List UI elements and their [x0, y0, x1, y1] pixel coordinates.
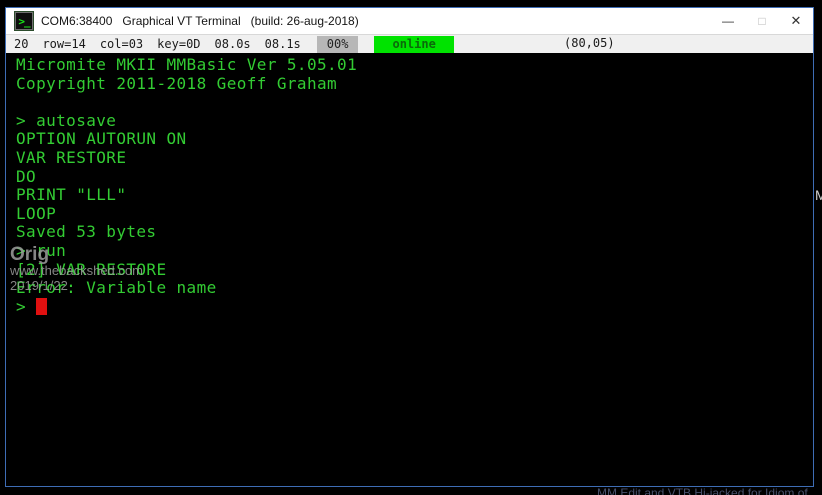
- terminal-error-line: [2] VAR RESTORE: [16, 259, 167, 279]
- terminal-line: DO: [16, 166, 37, 186]
- minimize-button[interactable]: —: [722, 14, 734, 28]
- terminal-size-indicator: (80,05): [564, 36, 615, 50]
- terminal-line: PRINT "LLL": [16, 185, 127, 205]
- terminal-cursor: [36, 297, 48, 315]
- terminal-window: >_ COM6:38400 Graphical VT Terminal (bui…: [5, 7, 814, 487]
- status-timer-2: 08.1s: [264, 37, 301, 51]
- maximize-button[interactable]: □: [758, 14, 766, 28]
- status-row: row=14: [42, 37, 86, 51]
- terminal-line: [16, 93, 813, 112]
- status-col: col=03: [99, 37, 144, 51]
- progress-badge: 00%: [316, 35, 359, 53]
- terminal-line: Copyright 2011-2018 Geoff Graham: [16, 73, 338, 93]
- online-status-badge: online: [374, 35, 454, 53]
- terminal-line: > run: [16, 240, 67, 260]
- window-title: COM6:38400 Graphical VT Terminal (build:…: [41, 14, 359, 28]
- terminal-prompt-glyph: >_: [18, 14, 30, 28]
- clipped-desktop-text: M: [815, 187, 822, 203]
- terminal-line: > autosave: [16, 110, 117, 130]
- terminal-prompt-line: >: [16, 296, 813, 317]
- terminal-line: VAR RESTORE: [16, 147, 127, 167]
- title-bar[interactable]: >_ COM6:38400 Graphical VT Terminal (bui…: [6, 8, 813, 34]
- terminal-line: OPTION AUTORUN ON: [16, 129, 187, 149]
- terminal-error-message: Error: Variable name: [16, 278, 217, 298]
- window-controls: — □ ✕: [711, 8, 813, 34]
- status-key: key=0D: [157, 37, 201, 51]
- terminal-line: Micromite MKII MMBasic Ver 5.05.01: [16, 55, 358, 74]
- terminal-line: LOOP: [16, 203, 57, 223]
- clipped-bottom-caption: MM Edit and VTB Hi-jacked for Idiom of: [597, 486, 808, 495]
- terminal-app-icon: >_: [14, 11, 34, 31]
- status-char-code: 20: [14, 37, 29, 51]
- terminal-line: Saved 53 bytes: [16, 222, 157, 242]
- close-button[interactable]: ✕: [790, 13, 802, 28]
- terminal-screen[interactable]: Micromite MKII MMBasic Ver 5.05.01 Copyr…: [6, 53, 813, 486]
- status-bar: 20 row=14 col=03 key=0D 08.0s 08.1s 00% …: [6, 34, 813, 53]
- prompt-character: >: [16, 296, 27, 316]
- status-timer-1: 08.0s: [214, 37, 251, 51]
